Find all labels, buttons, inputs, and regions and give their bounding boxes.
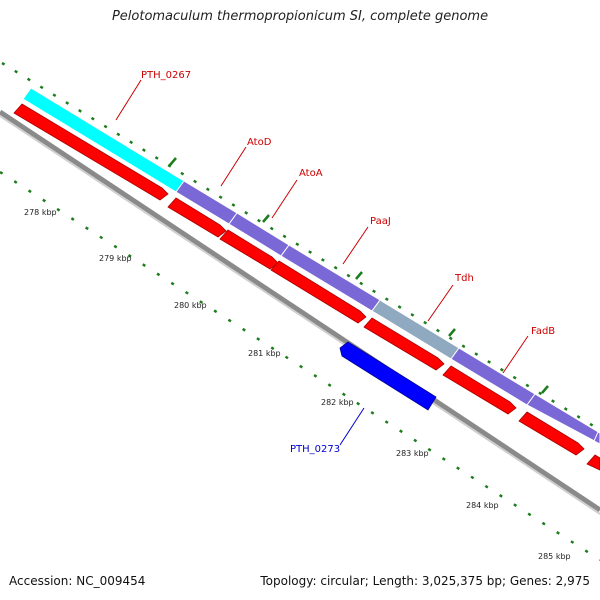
scale-label-281: 281 kbp xyxy=(248,349,281,358)
gene-label-tdh[interactable]: Tdh xyxy=(454,273,474,284)
scale-label-283: 283 kbp xyxy=(396,449,429,458)
gene-label-fadb[interactable]: FadB xyxy=(531,326,555,337)
cds-arrow-tdh[interactable] xyxy=(363,317,445,371)
genome-backbone xyxy=(0,109,600,513)
map-title: Pelotomaculum thermopropionicum SI, comp… xyxy=(111,9,489,24)
leader-paaj xyxy=(342,226,369,265)
leader-fadb xyxy=(502,335,529,374)
cds-arrow-pth-0267[interactable] xyxy=(13,103,169,201)
accession-label: Accession: NC_009454 xyxy=(9,574,146,588)
gene-label-atoa[interactable]: AtoA xyxy=(299,168,323,179)
major-ticks xyxy=(169,157,549,394)
gene-bar-next-2[interactable] xyxy=(593,431,600,445)
gene-label-pth-0267[interactable]: PTH_0267 xyxy=(141,70,191,81)
gene-label-pth-0273[interactable]: PTH_0273 xyxy=(290,444,340,455)
scale-label-278: 278 kbp xyxy=(24,208,57,217)
leader-pth-0267 xyxy=(115,79,142,121)
cds-arrow-fadb[interactable] xyxy=(442,365,517,415)
gene-label-atod[interactable]: AtoD xyxy=(247,137,272,148)
cds-arrow-next-2[interactable] xyxy=(586,454,600,471)
leader-tdh xyxy=(427,284,454,322)
scale-label-284: 284 kbp xyxy=(466,501,499,510)
genome-backbone-shadow xyxy=(0,115,600,515)
scale-label-279: 279 kbp xyxy=(99,254,132,263)
genome-summary: Topology: circular; Length: 3,025,375 bp… xyxy=(260,574,590,588)
cds-arrow-pth-0273[interactable] xyxy=(339,341,437,411)
leader-atod xyxy=(220,146,247,187)
leader-atoa xyxy=(271,179,298,219)
scale-label-285: 285 kbp xyxy=(538,552,571,561)
leader-pth-0273 xyxy=(339,407,365,446)
cds-arrow-atod[interactable] xyxy=(167,197,227,238)
inner-tick-row xyxy=(0,170,600,562)
cds-arrow-atoa[interactable] xyxy=(219,229,279,270)
gene-bar-next-1[interactable] xyxy=(526,393,600,445)
cds-arrow-paaj[interactable] xyxy=(270,260,367,324)
scale-label-280: 280 kbp xyxy=(174,301,207,310)
gene-label-paaj[interactable]: PaaJ xyxy=(370,216,391,227)
gene-bar-pth-0267[interactable] xyxy=(22,87,185,193)
outer-tick-row xyxy=(1,61,600,432)
cds-arrow-next-1[interactable] xyxy=(518,411,585,456)
scale-label-282: 282 kbp xyxy=(321,398,354,407)
